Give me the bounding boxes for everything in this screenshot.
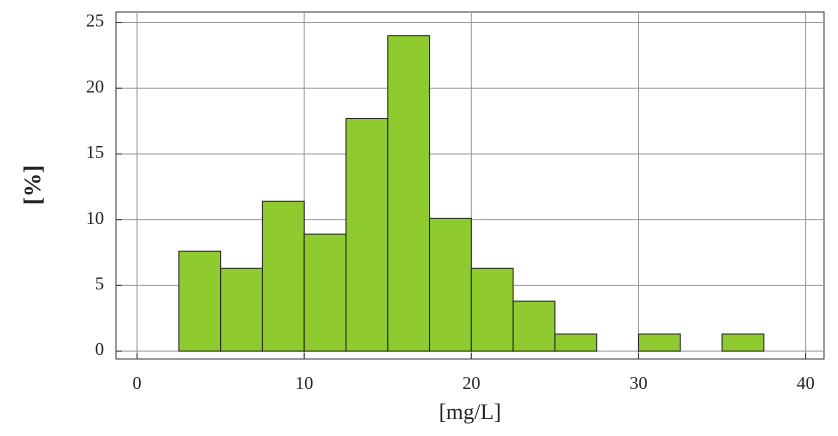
bar (429, 217, 472, 352)
x-tick-label: 40 (797, 373, 815, 393)
x-axis-label: [mg/L] (439, 399, 501, 424)
bar (220, 267, 263, 352)
bar (637, 333, 681, 352)
bar (387, 35, 431, 352)
y-tick-label: 0 (95, 339, 104, 359)
x-tick-label: 0 (133, 373, 142, 393)
bar (721, 333, 765, 352)
bar (303, 233, 347, 352)
bar (345, 117, 389, 352)
y-tick-label: 25 (86, 11, 104, 31)
y-tick-label: 5 (95, 274, 104, 294)
bar (261, 200, 305, 352)
x-tick-label: 10 (295, 373, 313, 393)
y-tick-label: 10 (86, 208, 104, 228)
x-tick-label: 20 (462, 373, 480, 393)
x-tick-label: 30 (629, 373, 647, 393)
y-axis-label: [%] (21, 165, 47, 205)
bar (554, 333, 598, 352)
y-tick-label: 20 (86, 76, 104, 96)
bar (470, 267, 514, 352)
bar (512, 300, 556, 352)
y-tick-label: 15 (86, 142, 104, 162)
bar (178, 250, 222, 352)
